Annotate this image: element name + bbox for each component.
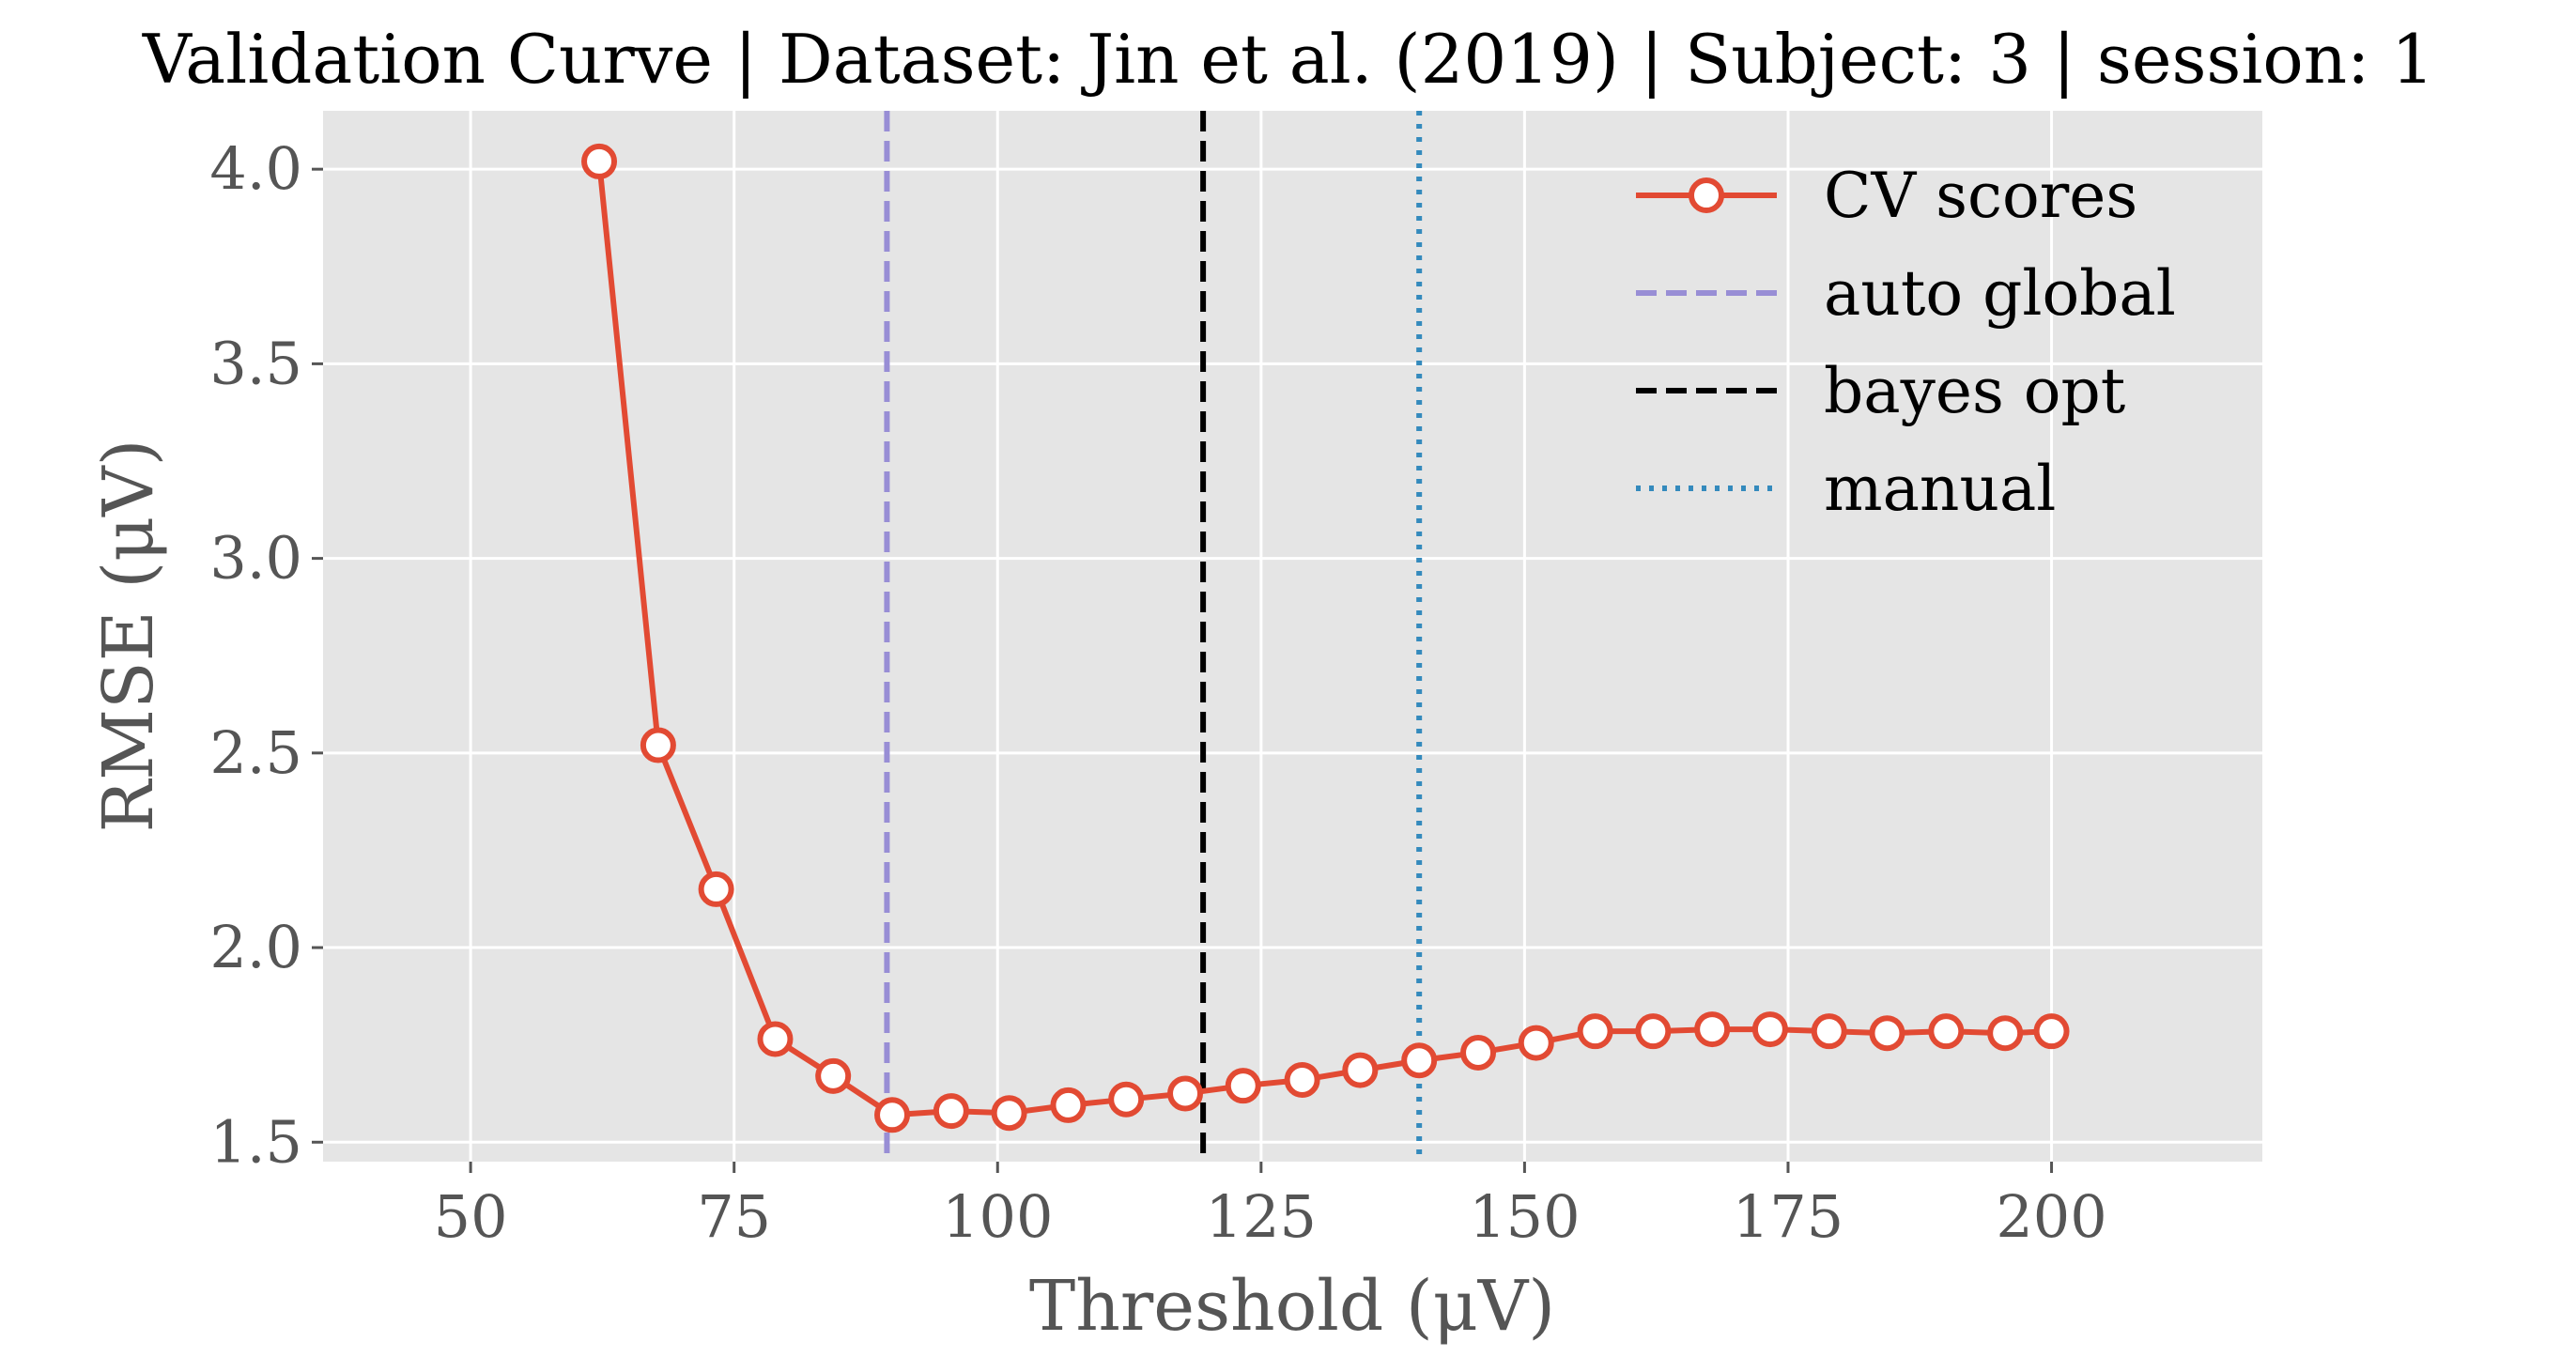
y-tick-label: 3.0 bbox=[209, 524, 302, 593]
data-point bbox=[1167, 1075, 1204, 1112]
tick-labels: 50 75 100 125 150 175 200 1.5 2.0 2.5 3.0 3.5 4.0 bbox=[209, 134, 2106, 1251]
data-point bbox=[1987, 1015, 2024, 1052]
x-tick-label: 75 bbox=[697, 1182, 771, 1251]
data-point bbox=[874, 1097, 911, 1133]
y-axis-label: RMSE (μV) bbox=[88, 439, 169, 833]
data-point bbox=[1751, 1011, 1788, 1048]
chart-title: Validation Curve | Dataset: Jin et al. (… bbox=[142, 20, 2434, 99]
x-tick-label: 50 bbox=[434, 1182, 508, 1251]
data-point bbox=[1284, 1061, 1320, 1098]
data-point bbox=[815, 1057, 852, 1094]
data-point bbox=[1460, 1034, 1497, 1071]
data-point bbox=[640, 727, 676, 763]
y-tick-label: 2.5 bbox=[209, 718, 302, 787]
legend-label: auto global bbox=[1824, 257, 2176, 330]
data-point bbox=[1518, 1025, 1554, 1061]
x-tick-label: 200 bbox=[1996, 1182, 2106, 1251]
data-point bbox=[757, 1021, 794, 1057]
data-point bbox=[2033, 1013, 2070, 1050]
data-point bbox=[1577, 1013, 1613, 1050]
data-point bbox=[1928, 1013, 1965, 1050]
data-point bbox=[1811, 1013, 1847, 1050]
data-point bbox=[1225, 1068, 1261, 1104]
data-point bbox=[1342, 1052, 1379, 1088]
x-tick-label: 100 bbox=[942, 1182, 1053, 1251]
y-tick-label: 3.5 bbox=[209, 329, 302, 397]
data-point bbox=[581, 143, 618, 179]
series-cv-scores bbox=[581, 143, 2070, 1133]
data-point bbox=[1694, 1011, 1731, 1048]
data-point bbox=[1050, 1087, 1087, 1123]
data-point bbox=[991, 1095, 1027, 1132]
data-point bbox=[1869, 1015, 1905, 1052]
data-point bbox=[933, 1093, 969, 1130]
legend-label: CV scores bbox=[1824, 160, 2137, 232]
legend-marker bbox=[1689, 177, 1724, 213]
legend: CV scores auto global bayes opt manual bbox=[1636, 160, 2176, 525]
data-point bbox=[1108, 1081, 1145, 1118]
x-tick-label: 150 bbox=[1469, 1182, 1580, 1251]
reference-lines bbox=[884, 111, 1423, 1162]
y-tick-label: 2.0 bbox=[209, 913, 302, 981]
x-tick-label: 125 bbox=[1206, 1182, 1317, 1251]
x-tick-label: 175 bbox=[1733, 1182, 1843, 1251]
data-point bbox=[1401, 1042, 1438, 1079]
legend-label: manual bbox=[1824, 453, 2056, 525]
legend-label: bayes opt bbox=[1824, 355, 2125, 427]
data-point bbox=[1635, 1013, 1672, 1050]
grid bbox=[323, 111, 2262, 1162]
data-point bbox=[698, 871, 734, 907]
y-tick-label: 1.5 bbox=[209, 1107, 302, 1176]
y-tick-label: 4.0 bbox=[209, 134, 302, 203]
x-axis-label: Threshold (μV) bbox=[1029, 1266, 1555, 1347]
